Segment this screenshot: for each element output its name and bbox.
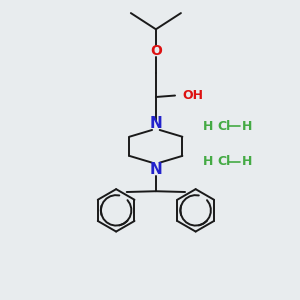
Text: H: H [242,155,252,168]
Text: H: H [242,120,252,133]
Text: OH: OH [182,89,203,102]
Text: Cl: Cl [218,155,231,168]
Text: Cl: Cl [218,120,231,133]
Text: N: N [149,162,162,177]
Text: H: H [203,120,213,133]
Text: H: H [203,155,213,168]
Text: N: N [149,116,162,131]
Text: O: O [150,44,162,58]
